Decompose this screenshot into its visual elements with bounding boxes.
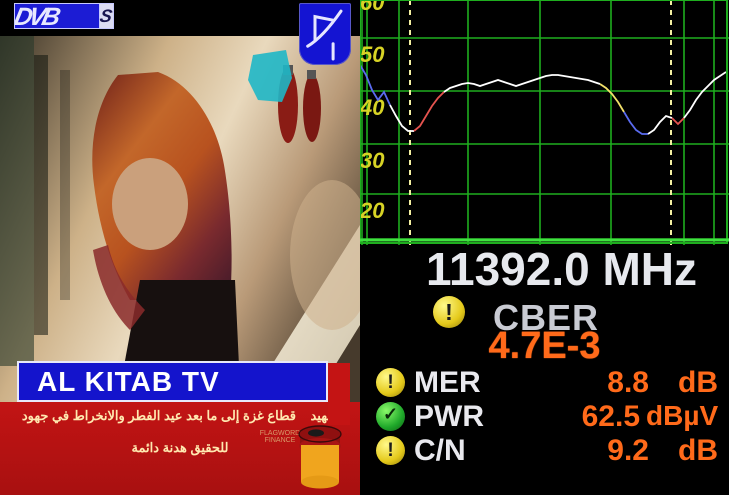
svg-text:40: 40: [360, 95, 385, 120]
svg-text:60: 60: [360, 0, 385, 15]
svg-text:DVB: DVB: [15, 5, 63, 28]
svg-text:30: 30: [360, 148, 385, 173]
svg-text:50: 50: [360, 42, 385, 67]
svg-text:20: 20: [360, 198, 385, 223]
